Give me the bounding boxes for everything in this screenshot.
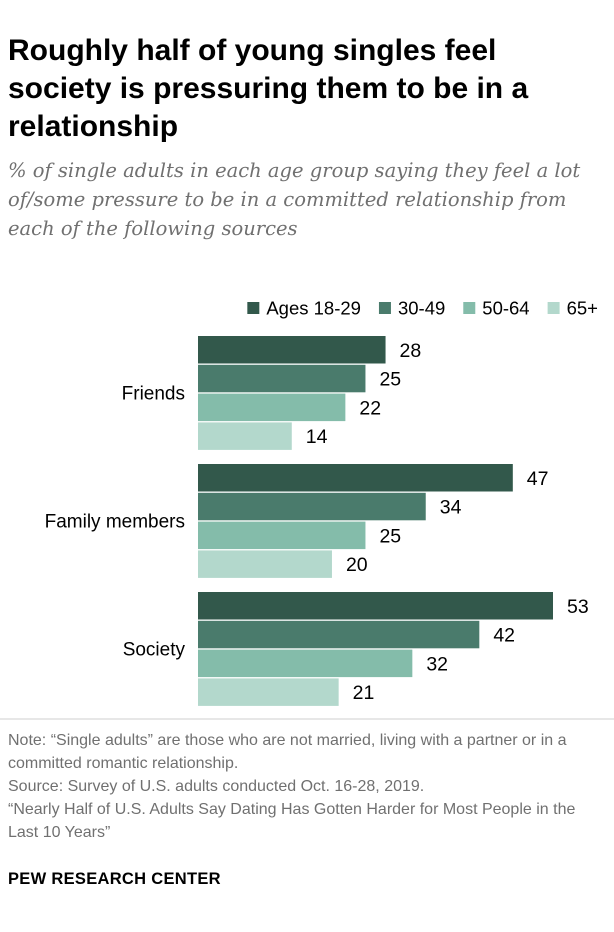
source-text: Source: Survey of U.S. adults conducted … <box>8 778 425 795</box>
chart-title: Roughly half of young singles feel socie… <box>8 34 529 143</box>
data-label: 32 <box>426 653 448 675</box>
report-title-text: “Nearly Half of U.S. Adults Say Dating H… <box>8 801 576 841</box>
bar <box>198 393 346 422</box>
data-label: 47 <box>527 468 549 490</box>
data-label: 20 <box>346 554 368 576</box>
bar <box>198 336 386 364</box>
bar <box>198 678 339 706</box>
data-label: 34 <box>440 497 462 519</box>
legend-swatch-1 <box>378 302 391 314</box>
category-label: Friends <box>122 383 185 404</box>
category-label: Family members <box>45 511 185 532</box>
legend-swatch-2 <box>463 302 476 314</box>
data-label: 28 <box>400 340 422 362</box>
category-label: Society <box>123 639 186 660</box>
bar <box>198 464 513 492</box>
data-label: 22 <box>359 397 381 419</box>
data-label: 21 <box>353 682 375 704</box>
chart-subtitle: % of single adults in each age group say… <box>8 159 581 240</box>
data-label: 25 <box>379 369 401 391</box>
data-label: 42 <box>493 625 515 647</box>
brand-label: PEW RESEARCH CENTER <box>8 870 221 888</box>
legend-label-2: 50-64 <box>482 298 529 319</box>
legend-label-0: Ages 18-29 <box>266 298 361 319</box>
bar <box>198 592 553 620</box>
data-label: 53 <box>567 596 589 618</box>
bar <box>198 649 413 678</box>
bar <box>198 521 366 550</box>
bar <box>198 364 366 393</box>
data-label: 25 <box>379 525 401 547</box>
bar <box>198 620 480 649</box>
note-text: Note: “Single adults” are those who are … <box>8 732 567 772</box>
bar <box>198 492 426 521</box>
legend-swatch-3 <box>547 302 560 314</box>
legend-swatch-0 <box>247 302 260 314</box>
legend-label-3: 65+ <box>567 298 598 319</box>
legend-label-1: 30-49 <box>398 298 445 319</box>
notes-block: Note: “Single adults” are those who are … <box>8 729 608 844</box>
bar-chart: Ages 18-29 30-49 50-64 65+ Friends 28 25 22 14 Fa… <box>0 298 614 720</box>
data-label: 14 <box>306 426 328 448</box>
bar <box>198 550 332 578</box>
bar <box>198 422 292 450</box>
